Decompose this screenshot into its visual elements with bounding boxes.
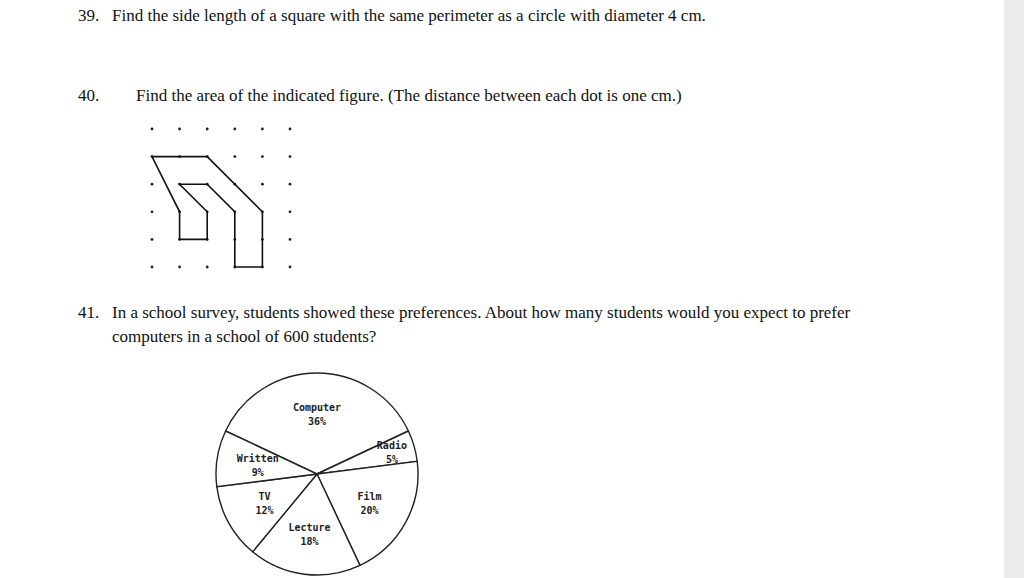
grid-dot (289, 183, 292, 186)
slice-value: 20% (361, 505, 379, 516)
grid-dot (289, 210, 292, 213)
question-text: Find the side length of a square with th… (112, 6, 706, 25)
slice-name: TV (258, 491, 270, 502)
grid-dot (178, 128, 181, 131)
grid-dot (233, 155, 236, 158)
slice-name: Radio (377, 440, 407, 451)
grid-dot (289, 128, 292, 131)
question: 40. Find the area of the indicated figure… (78, 86, 682, 105)
grid-dot (206, 266, 209, 269)
page-margin (1004, 0, 1024, 578)
slice-name: Computer (293, 402, 341, 413)
question-text: Find the area of the indicated figure. (… (136, 86, 682, 105)
grid-dot (178, 266, 181, 269)
slice-name: Lecture (288, 522, 330, 533)
grid-dot (151, 210, 154, 213)
question-text: In a school survey, students showed thes… (112, 303, 851, 322)
slice-value: 12% (255, 505, 273, 516)
grid-dot (206, 128, 209, 131)
slice-name: Film (358, 491, 382, 502)
grid-dot (151, 266, 154, 269)
dot-figure (151, 128, 292, 269)
pie-chart: Computer 36% Radio 5% Film 20% Lecture 18% TV 12%… (216, 373, 418, 575)
slices (216, 373, 418, 575)
grid-dot (261, 155, 264, 158)
slice-value: 18% (300, 536, 318, 547)
grid-dot (289, 155, 292, 158)
grid-dot (261, 183, 264, 186)
grid-dot (261, 128, 264, 131)
figure-outline (152, 157, 262, 267)
grid-dot (289, 238, 292, 241)
question-number: 41. (78, 303, 99, 322)
question-number: 39. (78, 6, 99, 25)
slice-labels: Computer 36% Radio 5% Film 20% Lecture 18% TV 12%… (237, 402, 407, 547)
grid-dot (289, 266, 292, 269)
grid-dot (151, 238, 154, 241)
question-number: 40. (78, 86, 99, 105)
slice-value: 9% (252, 467, 264, 478)
grid-dot (151, 128, 154, 131)
page: 39. Find the side length of a square with… (0, 0, 1024, 578)
grid-dot (151, 183, 154, 186)
question: 41. In a school survey, students showed t… (78, 303, 851, 346)
page-background (0, 0, 1024, 578)
grid-dot (233, 128, 236, 131)
question: 39. Find the side length of a square with… (78, 6, 706, 25)
slice-value: 5% (386, 454, 398, 465)
slice-value: 36% (308, 416, 326, 427)
pie-slice (216, 431, 317, 487)
question-text: computers in a school of 600 students? (112, 327, 376, 346)
slice-name: Written (237, 453, 279, 464)
